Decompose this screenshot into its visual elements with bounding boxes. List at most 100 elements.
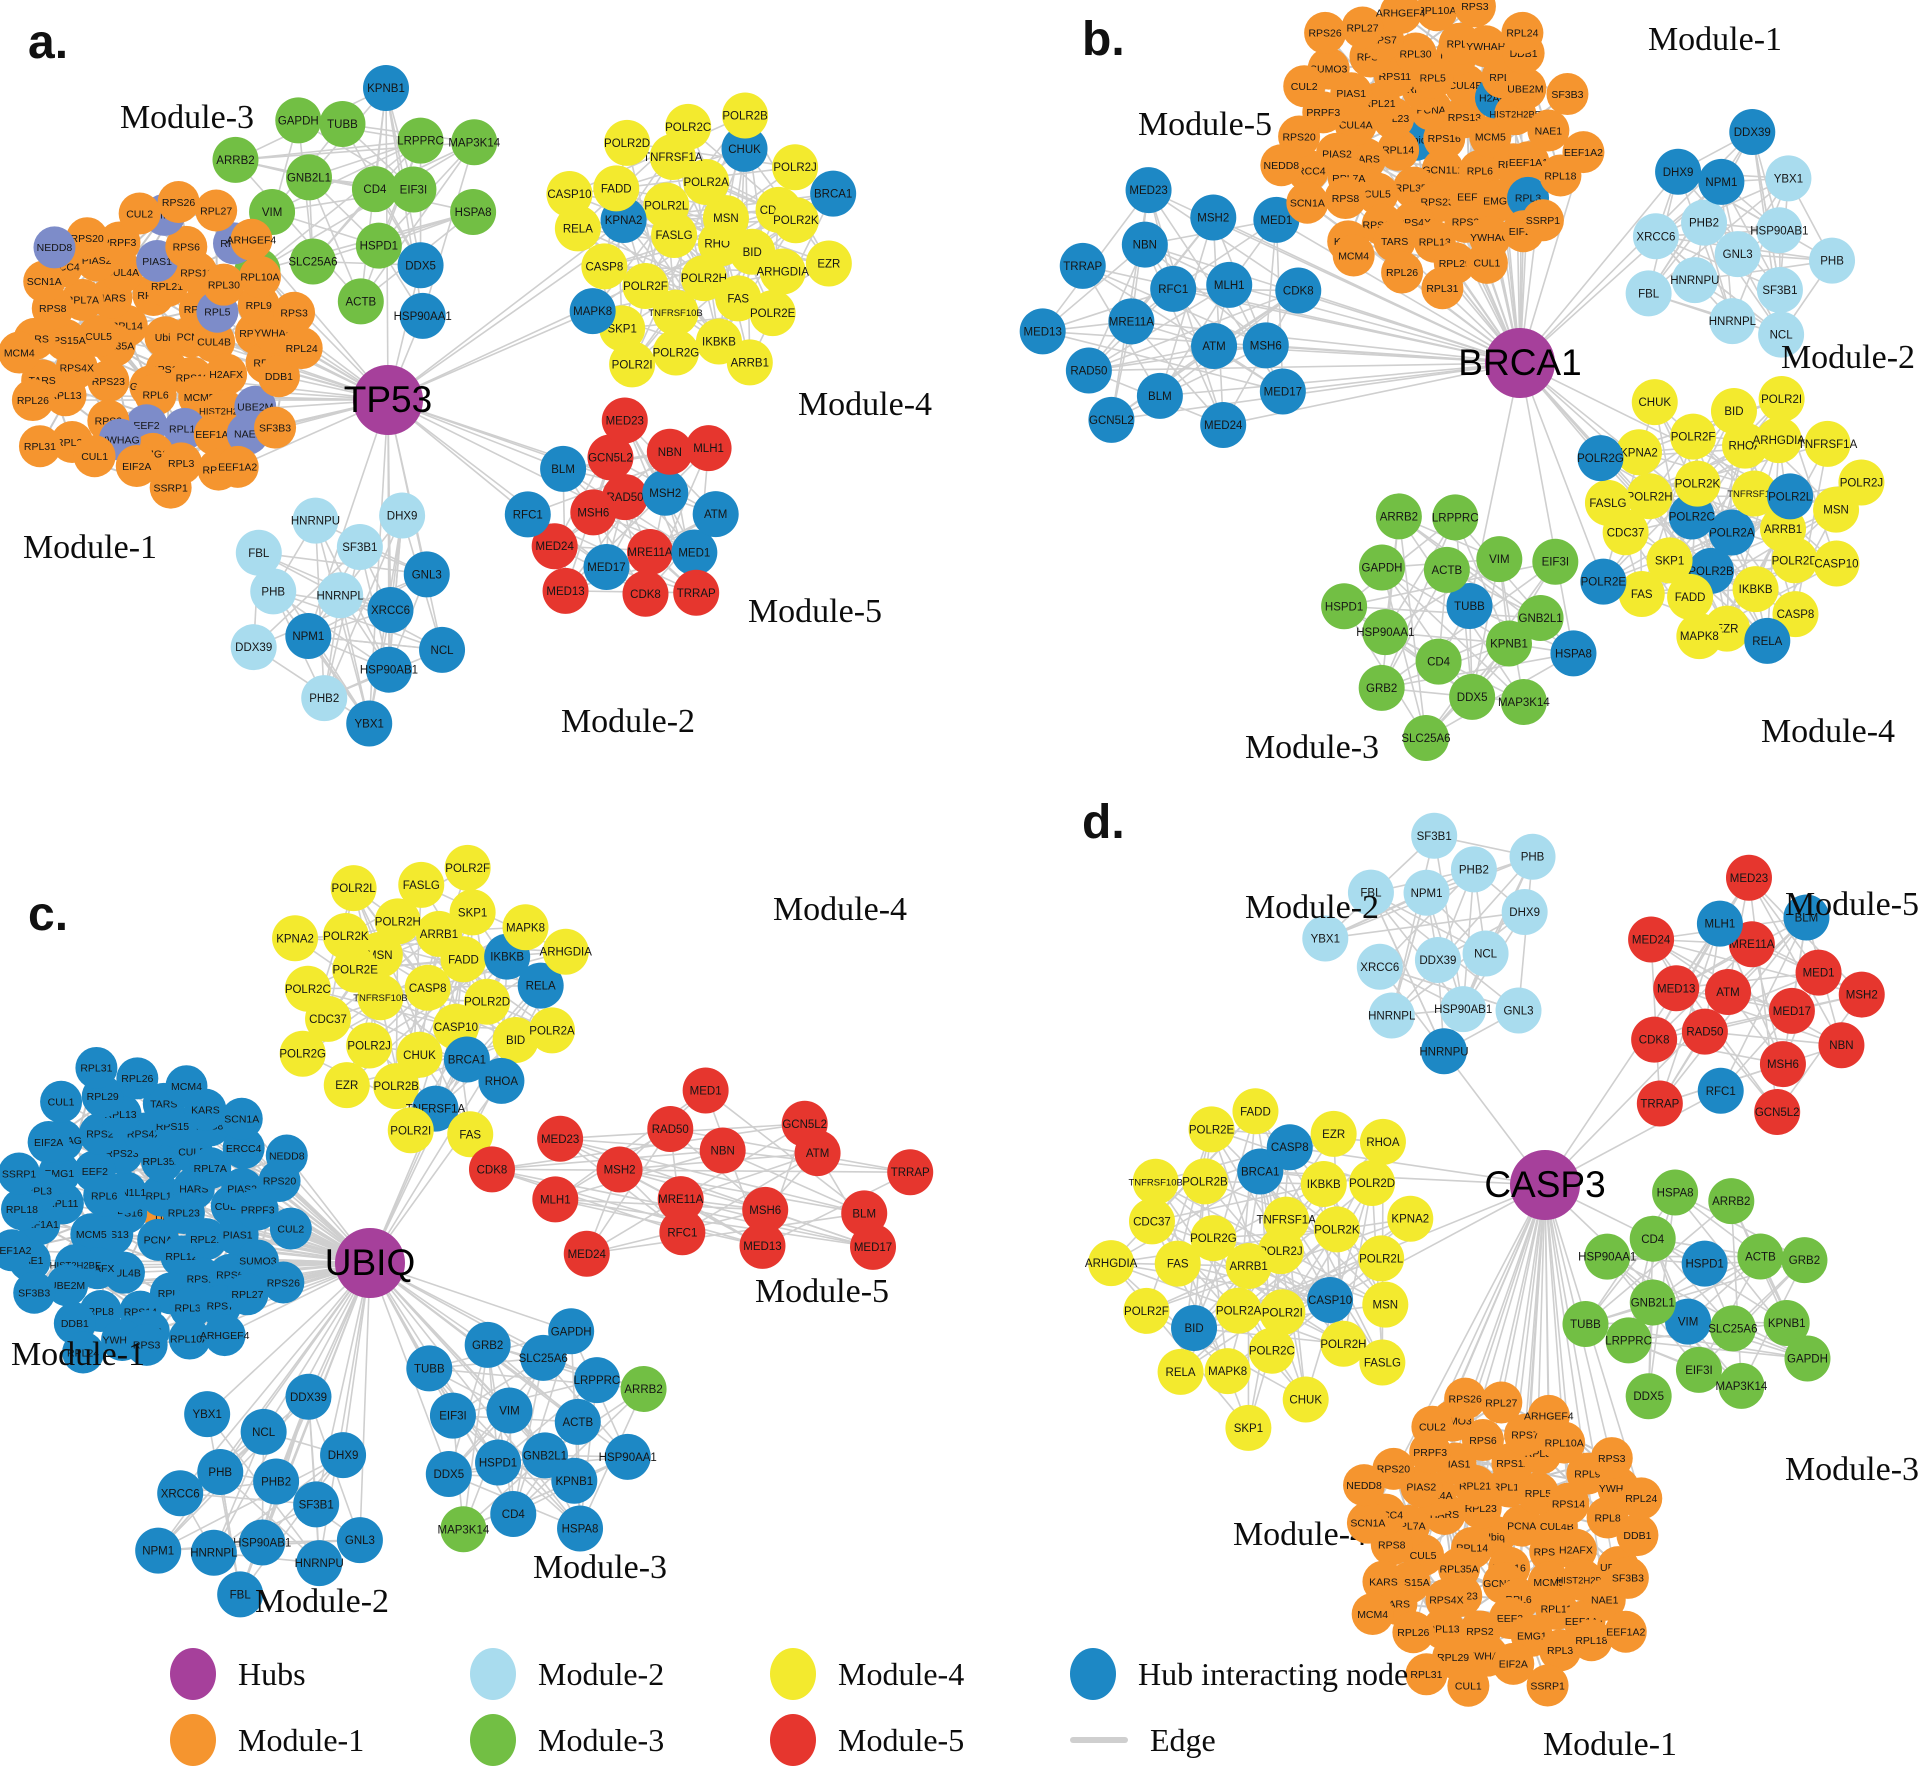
node-HSP90AA1[interactable] <box>1362 609 1409 656</box>
node-MED24[interactable] <box>1200 401 1247 448</box>
node-GAPDH[interactable] <box>275 97 322 144</box>
node-SF3B3[interactable] <box>1546 73 1589 116</box>
node-BRCA1[interactable] <box>443 1036 490 1083</box>
node-EIF3I[interactable] <box>1675 1346 1722 1393</box>
node-RPS15A[interactable] <box>44 318 87 361</box>
node-RPL30[interactable] <box>1394 32 1437 75</box>
node-DDX5[interactable] <box>397 242 444 289</box>
node-RPL18[interactable] <box>1570 1619 1613 1662</box>
node-PHB2[interactable] <box>253 1458 300 1505</box>
node-TUBB[interactable] <box>319 100 366 147</box>
node-DDB1[interactable] <box>1616 1514 1659 1557</box>
node-GAPDH[interactable] <box>1784 1335 1831 1382</box>
node-HSPA8[interactable] <box>557 1505 604 1552</box>
node-POLR2G[interactable] <box>1190 1215 1237 1262</box>
node-POLR2L[interactable] <box>330 865 377 912</box>
node-PHB[interactable] <box>1809 237 1856 284</box>
node-SF3B1[interactable] <box>1756 266 1803 313</box>
node-NPM1[interactable] <box>1698 158 1745 205</box>
node-MSN[interactable] <box>702 195 749 242</box>
node-MSH6[interactable] <box>1759 1041 1806 1088</box>
node-SCN1A[interactable] <box>23 260 66 303</box>
node-POLR2F[interactable] <box>444 844 491 891</box>
node-PHB[interactable] <box>250 568 297 615</box>
node-MED17[interactable] <box>583 544 630 591</box>
node-HNRNPU[interactable] <box>292 497 339 544</box>
node-TNFRSF10B[interactable] <box>1132 1158 1179 1205</box>
node-POLR2K[interactable] <box>322 912 369 959</box>
node-LRPPRC[interactable] <box>1432 494 1479 541</box>
node-RPS3[interactable] <box>1590 1437 1633 1480</box>
node-RPL10A[interactable] <box>238 255 281 298</box>
node-FASLG[interactable] <box>1584 479 1631 526</box>
node-CASP8[interactable] <box>581 243 628 290</box>
node-FBL[interactable] <box>1625 270 1672 317</box>
node-MAP3K14[interactable] <box>451 119 498 166</box>
node-RPL31[interactable] <box>1405 1653 1448 1696</box>
node-RPL26[interactable] <box>1392 1611 1435 1654</box>
node-POLR2G[interactable] <box>652 329 699 376</box>
node-RPS23[interactable] <box>87 360 130 403</box>
node-RPL14[interactable] <box>1377 128 1420 171</box>
node-SSRP1[interactable] <box>1521 199 1564 242</box>
node-PHB[interactable] <box>197 1448 244 1495</box>
node-NBN[interactable] <box>1121 221 1168 268</box>
node-POLR2J[interactable] <box>346 1022 393 1069</box>
node-FASLG[interactable] <box>1359 1339 1406 1386</box>
node-MED13[interactable] <box>739 1222 786 1269</box>
node-GCN5L2[interactable] <box>587 434 634 481</box>
node-NPM1[interactable] <box>1403 869 1450 916</box>
node-POLR2G[interactable] <box>279 1030 326 1077</box>
node-FADD[interactable] <box>593 165 640 212</box>
node-YBX1[interactable] <box>1302 915 1349 962</box>
node-CD4[interactable] <box>351 166 398 213</box>
node-POLR2L[interactable] <box>1358 1235 1405 1282</box>
node-CASP8[interactable] <box>1266 1124 1313 1171</box>
node-RPL31[interactable] <box>75 1046 118 1089</box>
node-SCN1A[interactable] <box>220 1097 263 1140</box>
node-SLC25A6[interactable] <box>1709 1305 1756 1352</box>
node-YBX1[interactable] <box>1765 155 1812 202</box>
node-DDB1[interactable] <box>257 355 300 398</box>
node-POLR2H[interactable] <box>1320 1320 1367 1367</box>
node-GNL3[interactable] <box>1714 231 1761 278</box>
node-DDX39[interactable] <box>1414 936 1461 983</box>
node-RPL21[interactable] <box>185 1218 228 1261</box>
node-POLR2H[interactable] <box>374 898 421 945</box>
node-POLR2C[interactable] <box>284 965 331 1012</box>
node-CDC37[interactable] <box>1128 1198 1175 1245</box>
node-XRCC6[interactable] <box>1356 943 1403 990</box>
node-POLR2D[interactable] <box>604 119 651 166</box>
node-RFC1[interactable] <box>1697 1067 1744 1114</box>
node-MAPK8[interactable] <box>1204 1348 1251 1395</box>
node-RPS6[interactable] <box>1461 1419 1504 1462</box>
node-MED24[interactable] <box>531 523 578 570</box>
node-MAP3K14[interactable] <box>1500 678 1547 725</box>
node-MSH2[interactable] <box>642 469 689 516</box>
node-YBX1[interactable] <box>346 700 393 747</box>
node-MLH1[interactable] <box>685 425 732 472</box>
node-RHOA[interactable] <box>478 1057 525 1104</box>
node-SLC25A6[interactable] <box>1402 715 1449 762</box>
node-FAS[interactable] <box>447 1111 494 1158</box>
node-CASP10[interactable] <box>1307 1277 1354 1324</box>
node-NEDD8[interactable] <box>33 226 76 269</box>
node-POLR2F[interactable] <box>1670 413 1717 460</box>
node-ARRB2[interactable] <box>212 136 259 183</box>
node-POLR2E[interactable] <box>749 290 796 337</box>
node-KPNA2[interactable] <box>1387 1195 1434 1242</box>
node-RELA[interactable] <box>1157 1348 1204 1395</box>
node-EIF2A[interactable] <box>27 1121 70 1164</box>
node-DHX9[interactable] <box>379 492 426 539</box>
node-POLR2A[interactable] <box>683 159 730 206</box>
node-POLR2J[interactable] <box>772 144 819 191</box>
node-POLR2K[interactable] <box>1313 1206 1360 1253</box>
node-POLR2B[interactable] <box>722 92 769 139</box>
node-BRCA1[interactable] <box>810 170 857 217</box>
node-RPL27[interactable] <box>226 1273 269 1316</box>
node-CASP10[interactable] <box>1813 540 1860 587</box>
node-NBN[interactable] <box>699 1127 746 1174</box>
node-BID[interactable] <box>1171 1305 1218 1352</box>
node-GNL3[interactable] <box>403 551 450 598</box>
node-RELA[interactable] <box>517 962 564 1009</box>
